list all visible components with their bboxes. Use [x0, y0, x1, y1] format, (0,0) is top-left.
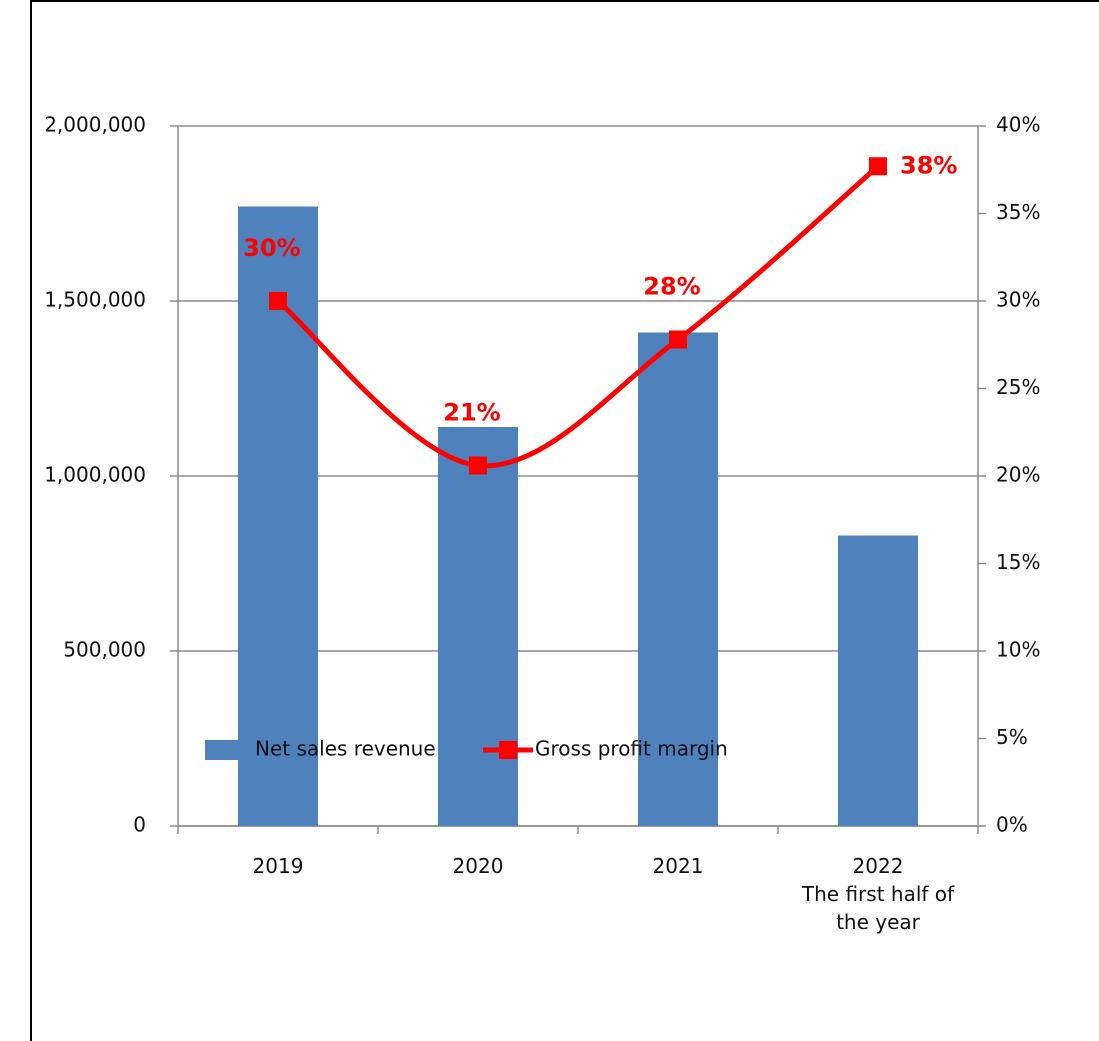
- line: [276, 164, 880, 469]
- legend-swatch: [499, 741, 517, 759]
- y2-tick-label: 10%: [996, 638, 1040, 662]
- y-tick-label: 1,000,000: [44, 463, 146, 487]
- marker: [469, 456, 487, 475]
- marker: [869, 157, 887, 176]
- data-label: 38%: [900, 151, 957, 179]
- legend-label: Gross profit margin: [535, 737, 728, 761]
- frame: [30, 0, 1099, 1041]
- y2-tick-label: 30%: [996, 288, 1040, 312]
- y-tick-label: 500,000: [63, 638, 146, 662]
- marker: [269, 292, 287, 310]
- legend-swatch: [205, 740, 251, 760]
- bar: [638, 332, 718, 826]
- data-label: 21%: [443, 399, 500, 427]
- data-label: 28%: [643, 273, 700, 301]
- y-tick-label: 2,000,000: [44, 113, 146, 137]
- x-tick-label: 2022 The first half of the year: [801, 854, 955, 934]
- x-tick-label: 2019: [252, 854, 304, 878]
- y2-tick-label: 35%: [996, 200, 1040, 224]
- y2-tick-label: 25%: [996, 375, 1040, 399]
- legend-label: Net sales revenue: [255, 737, 436, 761]
- bar: [838, 535, 918, 826]
- y-tick-label: 1,500,000: [44, 288, 146, 312]
- marker: [669, 330, 687, 349]
- y2-tick-label: 20%: [996, 463, 1040, 487]
- data-label: 30%: [243, 234, 300, 262]
- y2-tick-label: 5%: [996, 725, 1028, 749]
- y-tick-label: 0: [133, 813, 146, 837]
- x-tick-label: 2020: [452, 854, 504, 878]
- bar: [438, 427, 518, 826]
- y2-tick-label: 40%: [996, 113, 1040, 137]
- x-tick-label: 2021: [652, 854, 704, 878]
- y2-tick-label: 15%: [996, 550, 1040, 574]
- y2-tick-label: 0%: [996, 813, 1028, 837]
